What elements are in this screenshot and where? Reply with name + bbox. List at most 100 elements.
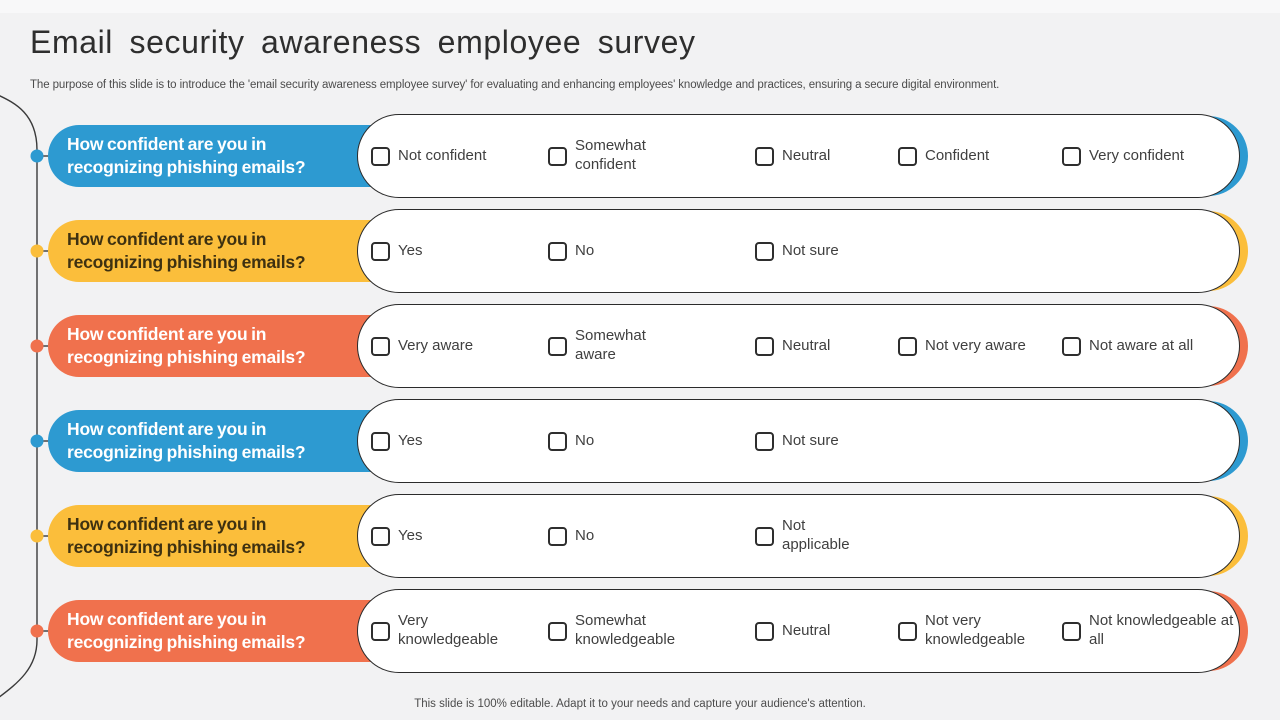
checkbox-icon[interactable] [755,621,774,641]
options-panel: Yes No Not applicable [357,494,1240,578]
option-cell: Not sure [755,241,898,261]
options-panel: Very aware Somewhat aware Neutral Not very … [357,304,1240,388]
option-label: No [575,241,595,259]
survey-row: How confident are you in recognizing phi… [0,114,1280,198]
option-label: Not sure [782,241,839,259]
checkbox-icon[interactable] [548,621,567,641]
option-label: Very knowledgeable [398,612,499,648]
option-cell: Very confident [1062,146,1239,166]
option-label: Yes [398,241,423,259]
option-cell: Neutral [755,621,898,641]
option-label: Somewhat aware [575,327,646,363]
question-pill: How confident are you in recognizing phi… [48,315,400,377]
option-label: Very aware [398,336,474,354]
option-cell: Neutral [755,336,898,356]
page-title: Email security awareness employee survey [30,24,696,60]
option-label: Not confident [398,146,487,164]
question-label: How confident are you in recognizing phi… [67,609,306,652]
option-cell: Yes [371,526,548,546]
option-cell: Not aware at all [1062,336,1239,356]
checkbox-icon[interactable] [755,146,774,166]
checkbox-icon[interactable] [371,621,390,641]
checkbox-icon[interactable] [548,431,567,451]
survey-rows-container: How confident are you in recognizing phi… [0,114,1280,684]
checkbox-icon[interactable] [548,526,567,546]
option-cell: Not applicable [755,517,898,555]
survey-row: How confident are you in recognizing phi… [0,304,1280,388]
option-label: Very confident [1089,146,1185,164]
question-label: How confident are you in recognizing phi… [67,419,306,462]
checkbox-icon[interactable] [371,336,390,356]
checkbox-icon[interactable] [548,336,567,356]
checkbox-icon[interactable] [371,526,390,546]
options-panel: Very knowledgeable Somewhat knowledgeable… [357,589,1240,673]
checkbox-icon[interactable] [755,241,774,261]
option-cell: Not knowledgeable at all [1062,612,1239,650]
options-panel: Yes No Not sure [357,399,1240,483]
options-panel: Yes No Not sure [357,209,1240,293]
option-label: Somewhat knowledgeable [575,612,676,648]
option-label: Not knowledgeable at all [1089,612,1234,648]
option-label: Not very knowledgeable [925,612,1026,648]
checkbox-icon[interactable] [1062,621,1081,641]
option-label: Not sure [782,431,839,449]
checkbox-icon[interactable] [371,431,390,451]
option-cell: Neutral [755,146,898,166]
option-label: Confident [925,146,990,164]
checkbox-icon[interactable] [755,336,774,356]
question-pill: How confident are you in recognizing phi… [48,220,400,282]
checkbox-icon[interactable] [755,526,774,546]
option-cell: Confident [898,146,1062,166]
option-cell: Very knowledgeable [371,612,548,650]
option-label: Yes [398,526,423,544]
checkbox-icon[interactable] [755,431,774,451]
survey-row: How confident are you in recognizing phi… [0,589,1280,673]
option-cell: No [548,241,755,261]
footer-note: This slide is 100% editable. Adapt it to… [414,698,866,710]
option-label: No [575,526,595,544]
option-cell: Somewhat knowledgeable [548,612,755,650]
question-pill: How confident are you in recognizing phi… [48,125,400,187]
checkbox-icon[interactable] [548,241,567,261]
option-cell: No [548,431,755,451]
question-pill: How confident are you in recognizing phi… [48,410,400,472]
option-label: Neutral [782,621,831,639]
option-label: Somewhat confident [575,137,646,173]
checkbox-icon[interactable] [898,146,917,166]
question-label: How confident are you in recognizing phi… [67,324,306,367]
question-label: How confident are you in recognizing phi… [67,229,306,272]
question-label: How confident are you in recognizing phi… [67,134,306,177]
checkbox-icon[interactable] [1062,336,1081,356]
question-pill: How confident are you in recognizing phi… [48,505,400,567]
question-label: How confident are you in recognizing phi… [67,514,306,557]
option-label: Neutral [782,146,831,164]
options-panel: Not confident Somewhat confident Neutral Co… [357,114,1240,198]
option-cell: Not very knowledgeable [898,612,1062,650]
option-label: Not very aware [925,336,1026,354]
option-label: Not applicable [782,517,850,553]
option-cell: Not sure [755,431,898,451]
question-pill: How confident are you in recognizing phi… [48,600,400,662]
survey-row: How confident are you in recognizing phi… [0,209,1280,293]
checkbox-icon[interactable] [371,241,390,261]
checkbox-icon[interactable] [898,336,917,356]
option-cell: Very aware [371,336,548,356]
option-label: Not aware at all [1089,336,1194,354]
option-label: Neutral [782,336,831,354]
checkbox-icon[interactable] [898,621,917,641]
survey-row: How confident are you in recognizing phi… [0,399,1280,483]
option-cell: Yes [371,241,548,261]
page-subtitle: The purpose of this slide is to introduc… [30,79,1000,91]
option-label: Yes [398,431,423,449]
survey-row: How confident are you in recognizing phi… [0,494,1280,578]
option-cell: Yes [371,431,548,451]
option-label: No [575,431,595,449]
option-cell: Somewhat aware [548,327,755,365]
option-cell: Not very aware [898,336,1062,356]
option-cell: Not confident [371,146,548,166]
checkbox-icon[interactable] [1062,146,1081,166]
checkbox-icon[interactable] [371,146,390,166]
option-cell: Somewhat confident [548,137,755,175]
checkbox-icon[interactable] [548,146,567,166]
